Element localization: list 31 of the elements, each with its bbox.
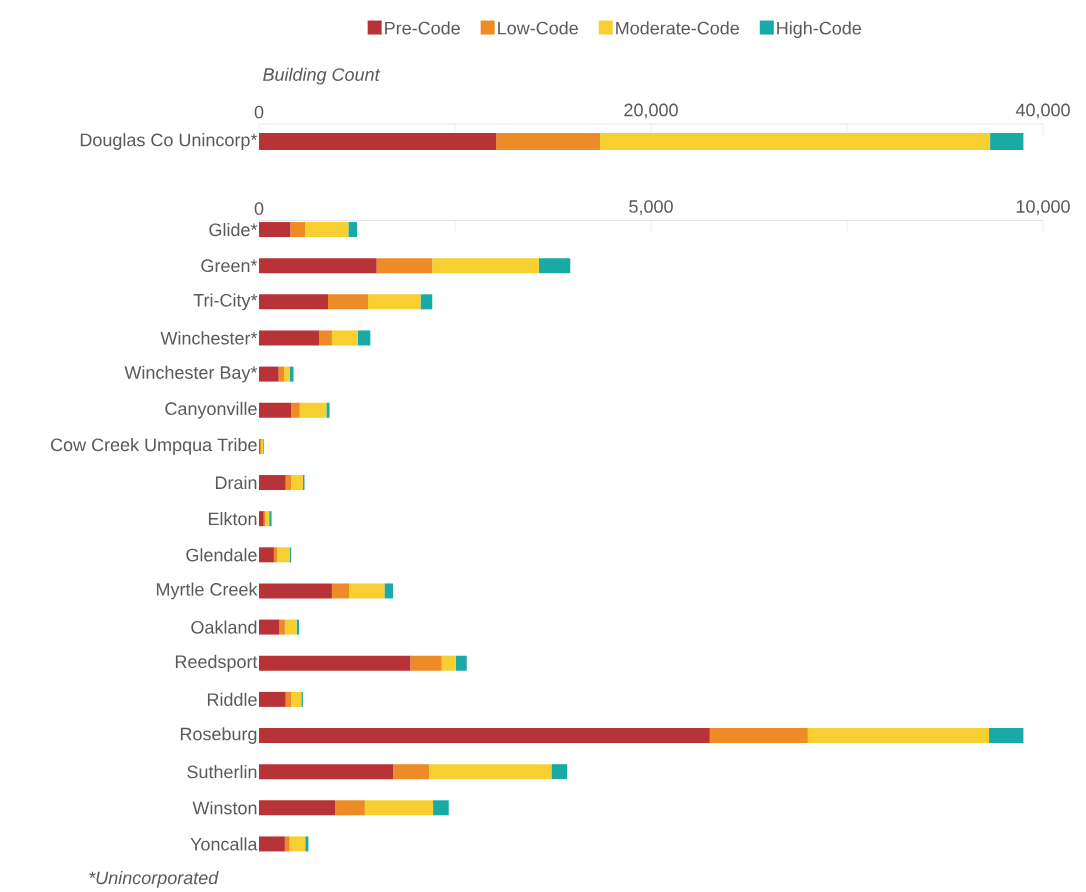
text: *Unincorporated	[89, 871, 219, 888]
y-tick-label: Yoncalla	[190, 837, 258, 851]
x-tick-label: 0	[254, 105, 264, 119]
y-tick-label: Reedsport	[175, 654, 258, 672]
y-tick-label: Canyonville	[165, 401, 257, 419]
y-tick-label: Riddle	[207, 692, 257, 706]
y-tick-label: Winston	[192, 801, 257, 815]
y-tick-label: Sutherlin	[187, 765, 257, 779]
x-tick-label: 0	[254, 202, 264, 215]
y-tick-label: Glide*	[209, 222, 258, 237]
y-tick-label: Winchester Bay*	[124, 365, 258, 383]
y-tick-label: Oakland	[191, 620, 257, 634]
legend-label: Low-Code	[498, 21, 578, 35]
y-tick-label: Tri-City*	[193, 293, 258, 311]
y-tick-label: Winchester*	[160, 331, 258, 345]
x-tick-label: 5,000	[629, 200, 673, 215]
legend-label: Moderate-Code	[616, 21, 739, 35]
legend-label: Pre-Code	[385, 21, 460, 35]
x-tick-label: 40,000	[1015, 103, 1070, 119]
x-tick-label: 10,000	[1016, 200, 1070, 215]
y-tick-label: Drain	[215, 475, 257, 490]
y-tick-label: Elkton	[208, 512, 257, 526]
y-tick-label: Cow Creek Umpqua Tribe	[51, 438, 257, 455]
legend-label: High-Code	[777, 21, 861, 39]
y-tick-label: Douglas Co Unincorp*	[80, 133, 258, 150]
y-tick-label: Glendale	[186, 548, 257, 562]
y-tick-label: Myrtle Creek	[156, 582, 258, 600]
x-axis-title: Building Count	[263, 67, 381, 85]
y-tick-label: Roseburg	[180, 727, 257, 744]
x-tick-label: 20,000	[624, 103, 678, 119]
y-tick-label: Green*	[201, 259, 258, 273]
